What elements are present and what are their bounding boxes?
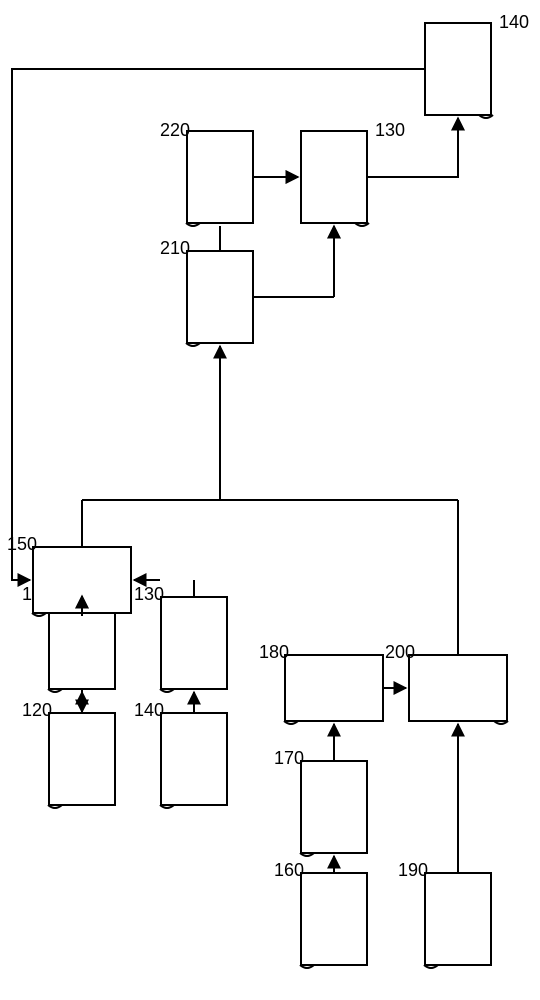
label-120: 120 — [22, 700, 52, 721]
tick-140a — [0, 0, 540, 1000]
label-130b: 130 — [375, 120, 405, 141]
tick-170 — [0, 0, 540, 1000]
label-150: 150 — [7, 534, 37, 555]
label-210: 210 — [160, 238, 190, 259]
label-220: 220 — [160, 120, 190, 141]
tick-150 — [0, 0, 540, 1000]
tick-210 — [0, 0, 540, 1000]
tick-130a — [0, 0, 540, 1000]
node-140a — [160, 712, 228, 806]
tick-160 — [0, 0, 540, 1000]
node-170 — [300, 760, 368, 854]
node-180 — [284, 654, 384, 722]
node-210 — [186, 250, 254, 344]
tick-110 — [0, 0, 540, 1000]
node-140b — [424, 22, 492, 116]
label-190: 190 — [398, 860, 428, 881]
node-130a — [160, 596, 228, 690]
node-200 — [408, 654, 508, 722]
label-170: 170 — [274, 748, 304, 769]
top-chain-edges — [0, 0, 540, 1000]
tick-180 — [0, 0, 540, 1000]
tick-220 — [0, 0, 540, 1000]
label-130a: 130 — [134, 584, 164, 605]
node-160 — [300, 872, 368, 966]
label-180: 180 — [259, 642, 289, 663]
label-160: 160 — [274, 860, 304, 881]
tick-190 — [0, 0, 540, 1000]
node-220 — [186, 130, 254, 224]
node-120 — [48, 712, 116, 806]
label-140b: 140 — [499, 12, 529, 33]
tick-130b — [0, 0, 540, 1000]
tick-140b — [0, 0, 540, 1000]
node-190 — [424, 872, 492, 966]
tick-200 — [0, 0, 540, 1000]
label-200: 200 — [385, 642, 415, 663]
diagram-edges — [0, 0, 540, 1000]
node-130b — [300, 130, 368, 224]
label-140a: 140 — [134, 700, 164, 721]
tick-120 — [0, 0, 540, 1000]
node-150 — [32, 546, 132, 614]
